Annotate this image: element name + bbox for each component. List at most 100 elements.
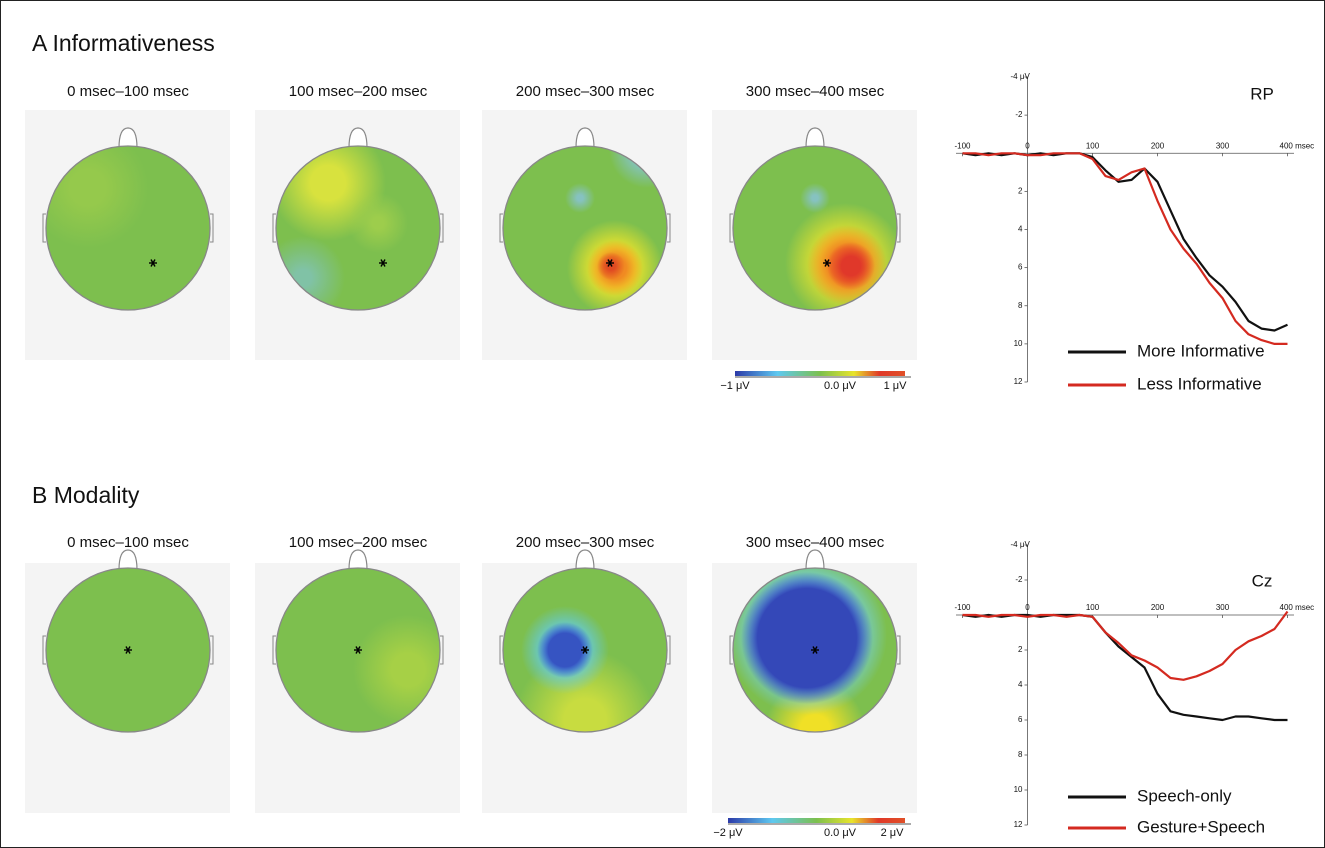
head-ear	[272, 635, 276, 665]
head-ear	[897, 213, 901, 243]
electrode-label: RP	[1250, 84, 1274, 103]
colorbar-label: −2 μV	[713, 827, 743, 839]
head-outline	[732, 567, 898, 733]
y-tick-label: -4 μV	[1011, 540, 1031, 549]
x-tick-label: 200	[1151, 603, 1165, 612]
colorbar-label: 2 μV	[881, 827, 905, 839]
map-label: 200 msec–300 msec	[516, 83, 655, 100]
topo-blob	[741, 572, 873, 704]
y-tick-label: -2	[1015, 110, 1023, 119]
map-label: 100 msec–200 msec	[289, 534, 428, 551]
x-tick-label: 100	[1086, 141, 1100, 150]
x-tick-label: 100	[1086, 603, 1100, 612]
map-label: 300 msec–400 msec	[746, 83, 885, 100]
head-ear	[440, 213, 444, 243]
head-nose	[575, 549, 595, 571]
colorbar-label: 0.0 μV	[824, 827, 857, 839]
x-tick-label: -100	[954, 141, 971, 150]
y-tick-label: 12	[1014, 820, 1023, 829]
topo-blob	[827, 242, 875, 290]
head-outline	[502, 567, 668, 733]
head-nose	[348, 549, 368, 571]
y-tick-label: 2	[1018, 186, 1023, 195]
colorbar-label: 1 μV	[884, 380, 908, 392]
legend-label: Speech-only	[1137, 786, 1232, 805]
head-nose	[118, 549, 138, 571]
head-outline	[275, 145, 441, 311]
y-tick-label: 8	[1018, 301, 1023, 310]
series-line	[962, 610, 1289, 681]
head-outline	[45, 567, 211, 733]
head-outline	[502, 145, 668, 311]
head-nose	[575, 127, 595, 149]
map-label: 100 msec–200 msec	[289, 83, 428, 100]
head-ear	[499, 213, 503, 243]
legend-label: Gesture+Speech	[1137, 817, 1265, 836]
electrode-marker	[355, 646, 361, 654]
head-ear	[729, 213, 733, 243]
topo-map	[46, 146, 210, 310]
head-nose	[805, 549, 825, 571]
legend-label: More Informative	[1137, 341, 1265, 360]
head-ear	[42, 635, 46, 665]
electrode-marker	[150, 259, 156, 267]
head-ear	[42, 213, 46, 243]
electrode-marker	[380, 259, 386, 267]
y-tick-label: 4	[1018, 680, 1023, 689]
head-outline	[275, 567, 441, 733]
head-ear	[499, 635, 503, 665]
electrode-marker	[582, 646, 588, 654]
y-tick-label: 6	[1018, 263, 1023, 272]
colorbar-label: 0.0 μV	[824, 380, 857, 392]
electrode-marker	[812, 646, 818, 654]
x-tick-label: 0	[1025, 141, 1030, 150]
map-label: 0 msec–100 msec	[67, 83, 189, 100]
panel-title: A Informativeness	[32, 30, 215, 56]
colorbar-label: −1 μV	[720, 380, 750, 392]
y-tick-label: 10	[1014, 785, 1023, 794]
head-ear	[667, 635, 671, 665]
head-ear	[729, 635, 733, 665]
head-ear	[440, 635, 444, 665]
x-tick-label: 300	[1216, 603, 1230, 612]
head-ear	[897, 635, 901, 665]
x-tick-label: 400 msec	[1280, 141, 1315, 150]
y-tick-label: 10	[1014, 339, 1023, 348]
head-ear	[272, 213, 276, 243]
x-tick-label: 0	[1025, 603, 1030, 612]
x-tick-label: 300	[1216, 141, 1230, 150]
topo-blob	[537, 622, 593, 678]
map-label: 300 msec–400 msec	[746, 534, 885, 551]
head-outline	[732, 145, 898, 311]
map-label: 200 msec–300 msec	[516, 534, 655, 551]
topo-blob	[565, 183, 595, 213]
topo-blob	[348, 193, 408, 253]
y-tick-label: 6	[1018, 715, 1023, 724]
x-tick-label: -100	[954, 603, 971, 612]
topo-blob	[800, 183, 830, 213]
head-nose	[348, 127, 368, 149]
head-nose	[118, 127, 138, 149]
x-tick-label: 200	[1151, 141, 1165, 150]
head-ear	[667, 213, 671, 243]
y-tick-label: -4 μV	[1011, 72, 1031, 81]
electrode-marker	[824, 259, 830, 267]
head-outline	[45, 145, 211, 311]
head-ear	[210, 635, 214, 665]
y-tick-label: 12	[1014, 377, 1023, 386]
head-nose	[805, 127, 825, 149]
electrode-label: Cz	[1252, 571, 1273, 590]
electrode-marker	[125, 646, 131, 654]
colorbar	[728, 818, 905, 823]
map-label: 0 msec–100 msec	[67, 534, 189, 551]
series-line	[962, 152, 1288, 345]
legend-label: Less Informative	[1137, 374, 1262, 393]
y-tick-label: 8	[1018, 750, 1023, 759]
panel-title: B Modality	[32, 482, 140, 508]
x-tick-label: 400 msec	[1280, 603, 1315, 612]
colorbar	[735, 371, 905, 376]
head-ear	[210, 213, 214, 243]
electrode-marker	[607, 259, 613, 267]
y-tick-label: 2	[1018, 645, 1023, 654]
